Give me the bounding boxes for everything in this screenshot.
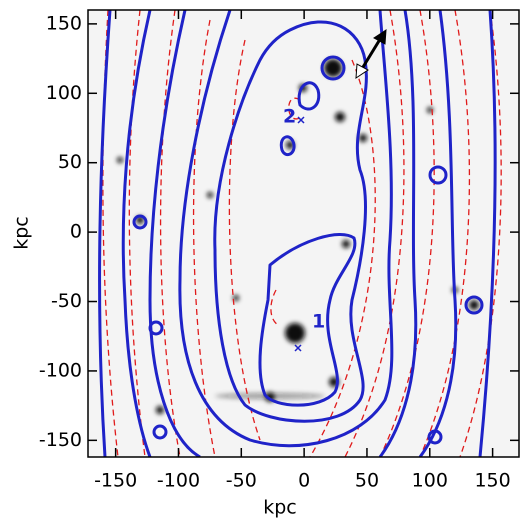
y-tick-label: -50 — [51, 290, 82, 312]
x-tick-label: 0 — [298, 470, 310, 492]
x-tick-label: 150 — [474, 470, 510, 492]
y-tick-label: -150 — [39, 429, 82, 451]
x-tick-label: -100 — [157, 470, 200, 492]
x-tick-label: -50 — [226, 470, 257, 492]
y-tick-label: 150 — [46, 12, 82, 34]
y-axis-label: kpc — [11, 216, 33, 250]
axes: -150 -100 -50 0 50 100 150 -150 -100 -50 0 50 100 150 — [39, 10, 519, 492]
y-tick-label: -100 — [39, 359, 82, 381]
annotation: 2 — [283, 106, 296, 128]
y-tick-label: 50 — [58, 151, 82, 173]
y-tick-label: 0 — [70, 221, 82, 243]
x-tick-label: 50 — [355, 470, 379, 492]
annotation: 1 — [312, 311, 325, 333]
x-tick-label: 100 — [412, 470, 448, 492]
x-tick-label: -150 — [94, 470, 137, 492]
scale-arrow — [355, 29, 387, 79]
mass-contours — [98, 10, 497, 457]
markers — [294, 116, 305, 352]
image-panel: 1 2 — [88, 10, 519, 457]
y-tick-label: 100 — [46, 82, 82, 104]
x-axis-label: kpc — [263, 497, 297, 519]
